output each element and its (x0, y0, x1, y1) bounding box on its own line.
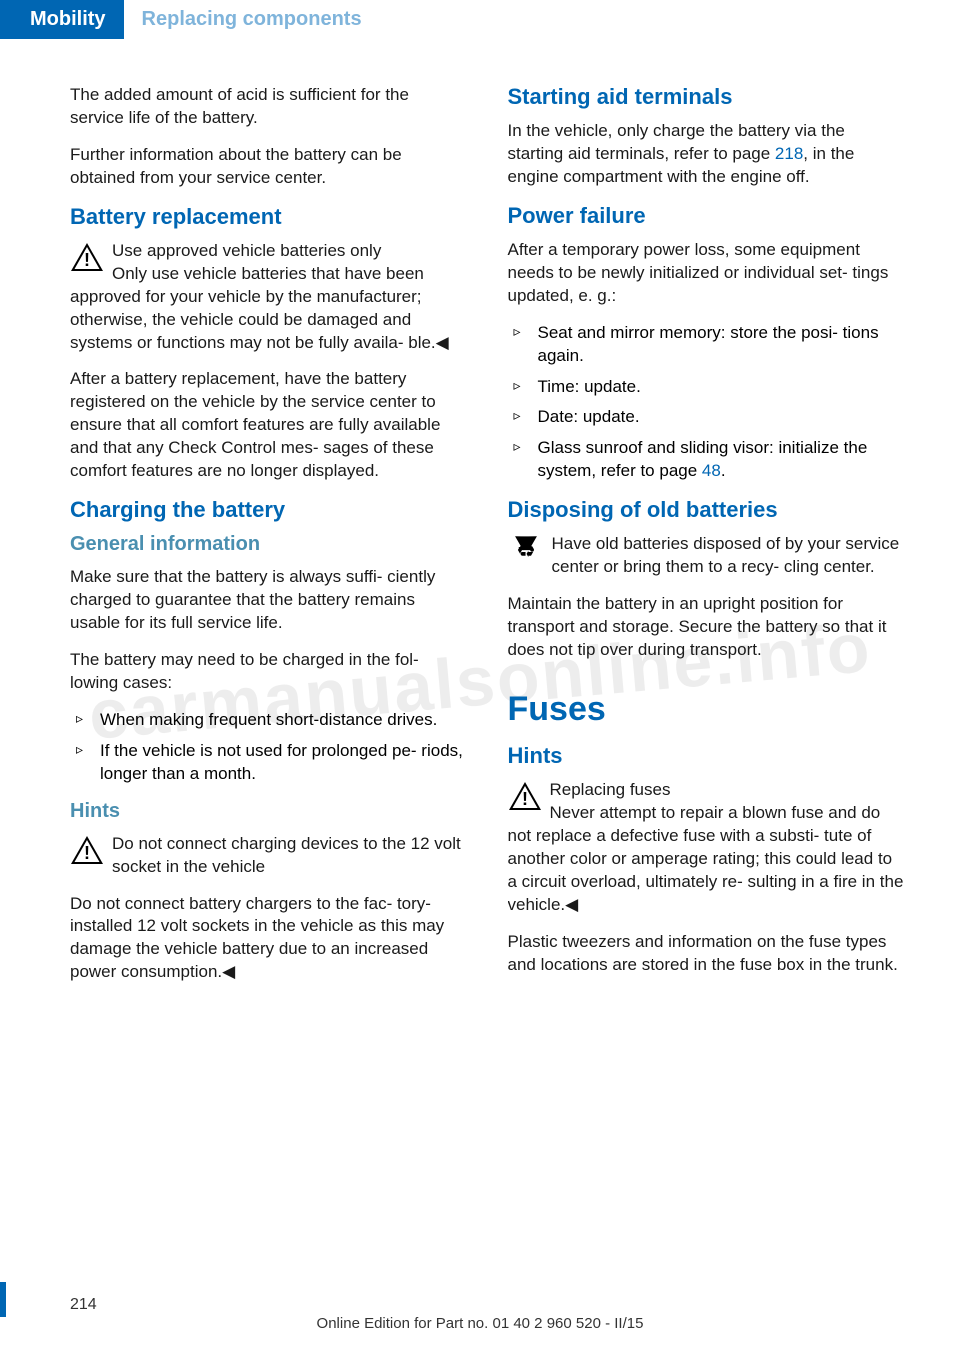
warning-block: ! Replacing fusesNever attempt to repair… (508, 779, 906, 917)
heading-charging: Charging the battery (70, 497, 468, 523)
warning-block: ! Use approved vehicle batteries onlyOnl… (70, 240, 468, 355)
page-number: 214 (70, 1296, 97, 1314)
svg-text:♻: ♻ (516, 537, 536, 562)
warning-text: Replacing fusesNever attempt to repair a… (508, 779, 906, 917)
header-section: Mobility (0, 0, 124, 39)
body-text: Plastic tweezers and information on the … (508, 931, 906, 977)
bullet-list: When making frequent short-distance driv… (70, 709, 468, 786)
left-edge-marker (0, 1282, 6, 1317)
heading-battery-replacement: Battery replacement (70, 204, 468, 230)
bullet-list: Seat and mirror memory: store the posi‐ … (508, 322, 906, 484)
svg-text:!: ! (84, 843, 90, 863)
list-item: Seat and mirror memory: store the posi‐ … (508, 322, 906, 368)
body-text: Do not connect battery chargers to the f… (70, 893, 468, 985)
heading-disposing: Disposing of old batteries (508, 497, 906, 523)
list-item: Glass sunroof and sliding visor: initial… (508, 437, 906, 483)
main-content: The added amount of acid is sufficient f… (0, 84, 960, 994)
body-text: After a battery replacement, have the ba… (70, 368, 468, 483)
list-item: Date: update. (508, 406, 906, 429)
recycle-icon: ♻ (508, 535, 544, 571)
list-item: Time: update. (508, 376, 906, 399)
heading-power-failure: Power failure (508, 203, 906, 229)
body-text: In the vehicle, only charge the battery … (508, 120, 906, 189)
recycle-text: Have old batteries disposed of by your s… (508, 533, 906, 579)
list-item: When making frequent short-distance driv… (70, 709, 468, 732)
warning-icon: ! (70, 835, 104, 865)
recycle-block: ♻ Have old batteries disposed of by your… (508, 533, 906, 579)
page-header: Mobility Replacing components (0, 0, 960, 39)
warning-icon: ! (70, 242, 104, 272)
footer-edition: Online Edition for Part no. 01 40 2 960 … (0, 1315, 960, 1332)
svg-text:!: ! (84, 250, 90, 270)
page-reference: 48 (702, 461, 721, 480)
body-text: Maintain the battery in an upright posit… (508, 593, 906, 662)
warning-icon: ! (508, 781, 542, 811)
body-text: Make sure that the battery is always suf… (70, 566, 468, 635)
warning-text: Do not connect charging devices to the 1… (70, 833, 468, 879)
warning-text: Use approved vehicle batteries onlyOnly … (70, 240, 468, 355)
subheading-hints: Hints (70, 800, 468, 823)
page-reference: 218 (775, 144, 803, 163)
header-subsection: Replacing components (124, 0, 380, 39)
intro-paragraph: Further information about the battery ca… (70, 144, 468, 190)
svg-text:!: ! (522, 789, 528, 809)
intro-paragraph: The added amount of acid is sufficient f… (70, 84, 468, 130)
list-item: If the vehicle is not used for prolonged… (70, 740, 468, 786)
subheading-general-info: General information (70, 533, 468, 556)
body-text: The battery may need to be charged in th… (70, 649, 468, 695)
heading-fuses: Fuses (508, 690, 906, 729)
warning-block: ! Do not connect charging devices to the… (70, 833, 468, 879)
page-footer: 214 Online Edition for Part no. 01 40 2 … (0, 1315, 960, 1332)
heading-starting-aid: Starting aid terminals (508, 84, 906, 110)
subheading-hints: Hints (508, 743, 906, 769)
body-text: After a temporary power loss, some equip… (508, 239, 906, 308)
